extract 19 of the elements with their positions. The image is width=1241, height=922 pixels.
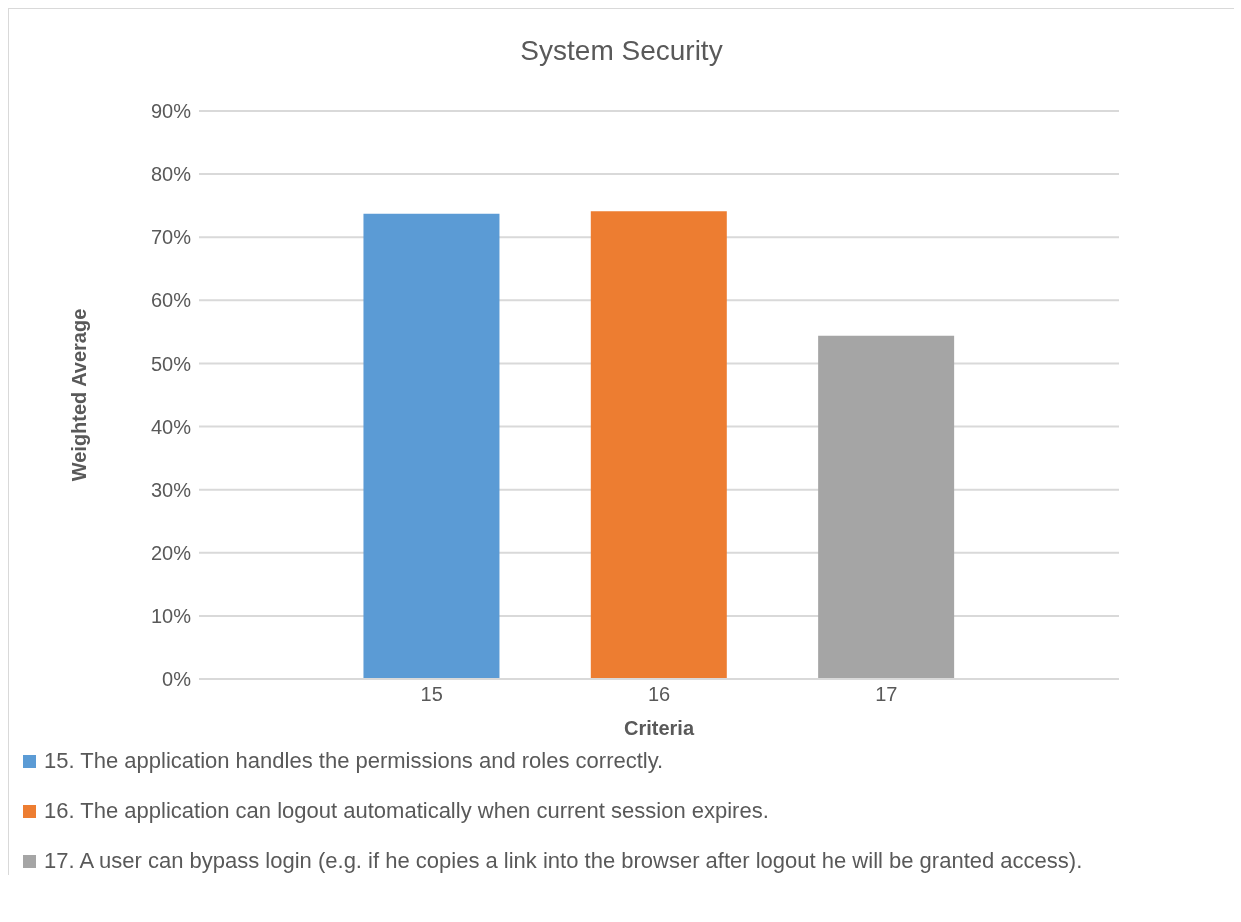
y-tick-label: 50%	[150, 352, 192, 375]
x-axis-title: Criteria	[623, 717, 695, 739]
y-tick-label: 40%	[150, 415, 192, 438]
y-axis-title: Weighted Average	[68, 308, 91, 482]
y-tick-label: 60%	[150, 289, 192, 312]
y-tick-label: 80%	[150, 163, 192, 186]
y-tick-label: 20%	[150, 541, 192, 564]
y-tick-label: 90%	[150, 100, 192, 123]
chart-title: System Security	[519, 34, 724, 68]
legend-label: 17. A user can bypass login (e.g. if he copies a link into the browser after logout he will be granted access).	[44, 847, 1083, 875]
y-tick-label: 70%	[150, 226, 192, 249]
legend-label: 16. The application can logout automatically when current session expires.	[44, 797, 769, 825]
x-tick-label: 15	[420, 683, 443, 706]
y-tick-label: 0%	[162, 668, 192, 691]
x-tick-label: 16	[647, 683, 671, 706]
legend-label: 15. The application handles the permissions and roles correctly.	[44, 747, 664, 775]
x-tick-label: 17	[875, 683, 898, 706]
y-tick-label: 10%	[150, 604, 192, 627]
y-tick-label: 30%	[150, 478, 192, 501]
